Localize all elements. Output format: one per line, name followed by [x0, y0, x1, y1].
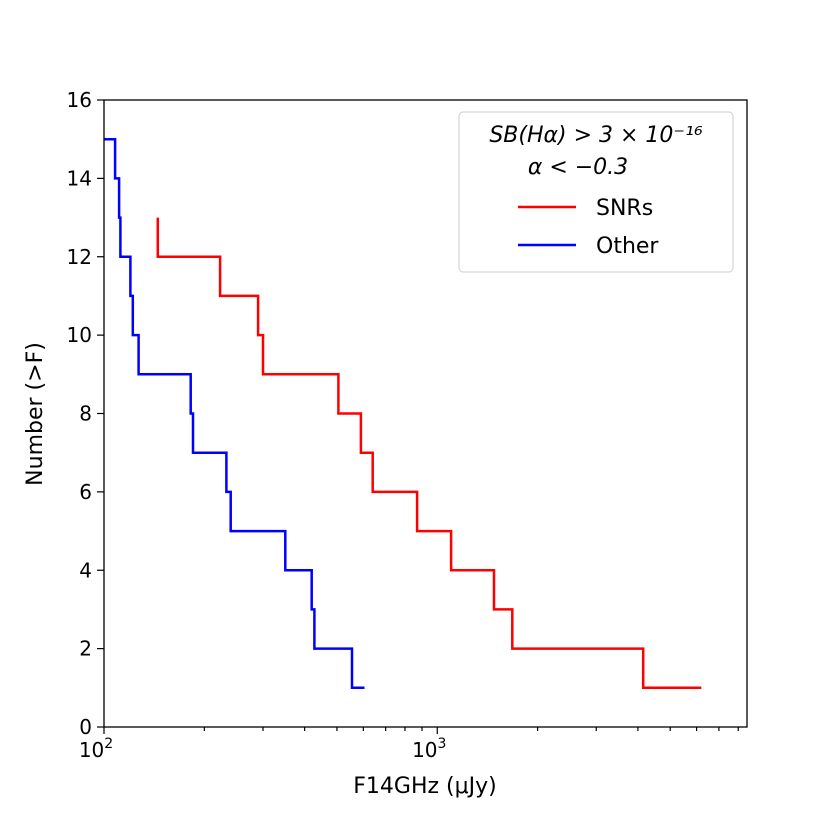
y-tick-label: 14 — [67, 166, 92, 190]
y-tick-label: 6 — [79, 480, 92, 504]
legend-title-line-2: α < −0.3 — [528, 155, 628, 180]
x-axis-label: F14GHz (μJy) — [353, 774, 496, 799]
legend-label-snrs: SNRs — [596, 196, 653, 221]
y-axis-label: Number (>F) — [23, 342, 48, 486]
series-line-other — [104, 137, 365, 690]
legend-label-other: Other — [596, 234, 659, 259]
y-tick-label: 8 — [79, 402, 92, 426]
y-tick-label: 2 — [79, 637, 92, 661]
series-line-snrs — [156, 217, 702, 690]
y-tick-label: 4 — [79, 558, 92, 582]
y-tick-label: 10 — [67, 323, 92, 347]
y-tick-label: 12 — [67, 245, 92, 269]
legend-box — [458, 111, 734, 273]
series-layer — [104, 137, 702, 690]
legend-title-line-1: SB(Hα) > 3 × 10⁻¹⁶ — [489, 123, 703, 148]
legend: SB(Hα) > 3 × 10⁻¹⁶ α < −0.3 SNRs Other — [458, 111, 734, 273]
y-tick-label: 0 — [79, 715, 92, 739]
y-tick-label: 16 — [67, 88, 92, 112]
plot-frame — [103, 99, 748, 728]
